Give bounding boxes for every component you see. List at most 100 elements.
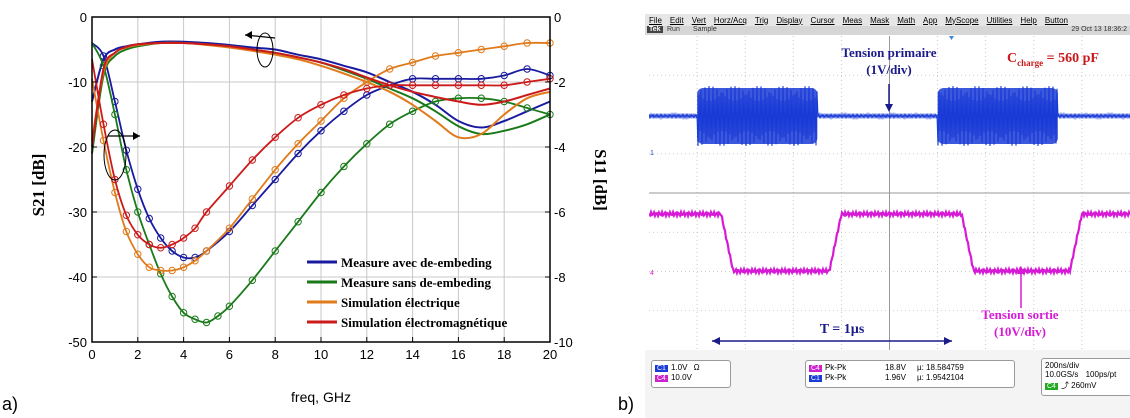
s11-marker — [340, 162, 348, 171]
scope-menu-item[interactable]: Edit — [669, 15, 684, 25]
s11-marker — [111, 110, 119, 119]
scope-menu-item[interactable]: Button — [1044, 15, 1069, 25]
s11-marker — [202, 247, 211, 255]
sample-rate: 10.0GS/s — [1045, 370, 1079, 379]
x-tick-label: 16 — [451, 347, 465, 362]
c1-ground-marker: 1 — [650, 150, 654, 157]
s11-marker — [294, 218, 302, 226]
s11-marker — [134, 208, 142, 216]
c4-chip: C4 — [655, 375, 668, 382]
y-tick-label-left: -30 — [68, 205, 87, 220]
scope-menu-item[interactable]: Cursor — [810, 15, 835, 25]
tension-primaire-label: Tension primaire (1V/div) — [799, 44, 979, 78]
s11-marker — [145, 214, 153, 223]
s11-marker — [477, 94, 485, 102]
s11-marker — [168, 292, 176, 301]
scope-menu-item[interactable]: Vert — [691, 15, 706, 25]
measurement-row-1: C4 Pk-Pk 18.8V µ: 18.584759 — [809, 363, 964, 372]
s11-marker — [477, 81, 485, 89]
y-axis-label-right: S11 [dB] — [591, 149, 610, 211]
s11-marker — [179, 263, 188, 271]
time-per-div: 200ns/div — [1045, 361, 1080, 370]
c1-impedance: Ω — [693, 363, 700, 372]
y-tick-label-right: -6 — [554, 205, 566, 220]
y-tick-label-right: -4 — [554, 140, 566, 155]
charge-symbol: C — [1007, 51, 1018, 66]
tension-sortie-text: Tension sortie — [981, 307, 1059, 322]
legend-entry: Measure sans de-embeding — [341, 275, 491, 290]
s11-marker — [294, 149, 302, 158]
s11-marker — [248, 195, 257, 203]
x-tick-label: 12 — [360, 347, 374, 362]
s11-marker — [202, 208, 211, 216]
scope-readout-panel: C1 1.0V Ω C4 10.0V C4 Pk-Pk 18.8V µ: 18.584… — [645, 350, 1130, 418]
legend-entry: Measure avec de-embeding — [341, 255, 492, 270]
period-label: T = 1µs — [819, 322, 865, 337]
s11-marker — [168, 266, 176, 275]
scope-menu-item[interactable]: Mask — [870, 15, 890, 25]
scope-graticule: 1 4 — [648, 36, 1130, 350]
tension-primaire-text: Tension primaire — [841, 45, 937, 60]
scope-menu-item[interactable]: Utilities — [986, 15, 1013, 25]
y-tick-label-left: -20 — [68, 140, 87, 155]
s11-marker — [248, 156, 257, 164]
meas1-name: Pk-Pk — [824, 363, 847, 372]
chart-legend: Measure avec de-embeding Measure sans de-… — [307, 255, 507, 330]
scope-tek-brand: Tek — [647, 26, 663, 33]
trigger-row: C4 ⤴ 260mV — [1045, 380, 1097, 391]
scope-menu-item[interactable]: Math — [897, 15, 916, 25]
x-tick-label: 6 — [226, 347, 233, 362]
s11-marker — [271, 133, 279, 141]
x-tick-label: 14 — [405, 347, 419, 362]
s11-marker — [122, 227, 131, 236]
y-tick-label-right: -10 — [554, 335, 573, 350]
s-parameter-chart: 0 2 4 6 8 10 12 14 16 18 200-10-20-30-40-500-2-4-6… — [29, 10, 610, 405]
scope-menu-item[interactable]: File — [649, 15, 662, 25]
s11-marker — [340, 91, 348, 99]
meas2-mean: µ: 1.9542104 — [917, 373, 964, 382]
meas1-value: 18.8V — [885, 363, 906, 372]
s11-marker — [523, 39, 531, 47]
s11-marker — [271, 247, 279, 255]
s11-marker — [134, 231, 142, 239]
s11-marker — [454, 81, 463, 89]
c4-scale: 10.0V — [670, 373, 692, 382]
scope-menu-item[interactable]: Help — [1020, 15, 1037, 25]
s11-marker — [477, 45, 485, 54]
s11-marker — [500, 71, 508, 80]
c1-scale: 1.0V — [670, 363, 688, 372]
s11-series-line — [91, 59, 551, 249]
s11-marker — [122, 211, 131, 219]
x-tick-label: 4 — [180, 347, 187, 362]
s11-marker — [363, 140, 371, 148]
sample-rate-row: 10.0GS/s 100ps/pt — [1045, 370, 1116, 379]
scope-run-status: Run — [667, 26, 680, 33]
scope-menu-item[interactable]: Meas — [842, 15, 863, 25]
s11-marker — [191, 315, 199, 323]
legend-entry: Simulation électromagnétique — [341, 315, 507, 330]
s11-marker — [500, 42, 508, 50]
scope-menu-item[interactable]: Trig — [754, 15, 769, 25]
scope-menu-item[interactable]: Display — [776, 15, 803, 25]
tension-sortie-label: Tension sortie (10V/div) — [945, 306, 1095, 340]
s11-marker — [454, 49, 463, 57]
s21-series-line — [91, 41, 551, 148]
meas1-mean: µ: 18.584759 — [917, 363, 964, 372]
y-tick-label-left: -10 — [68, 75, 87, 90]
scope-menu-item[interactable]: MyScope — [945, 15, 979, 25]
s11-series-line — [91, 42, 551, 324]
scope-menu-item[interactable]: App — [923, 15, 938, 25]
s11-marker — [122, 166, 131, 174]
y-tick-label-left: -50 — [68, 335, 87, 350]
x-tick-label: 2 — [134, 347, 141, 362]
c4-waveform — [648, 208, 1130, 277]
channel-row-c1: C1 1.0V Ω — [655, 363, 700, 372]
s11-axis-pointer — [103, 129, 140, 181]
s11-marker — [500, 81, 508, 89]
s21-axis-pointer — [244, 31, 276, 68]
scope-menu-item[interactable]: Horz/Acq — [713, 15, 747, 25]
y-tick-label-left: -40 — [68, 270, 87, 285]
c4-ground-marker: 4 — [650, 270, 654, 277]
meas2-chip: C1 — [809, 375, 822, 382]
y-tick-label-right: 0 — [554, 10, 561, 25]
